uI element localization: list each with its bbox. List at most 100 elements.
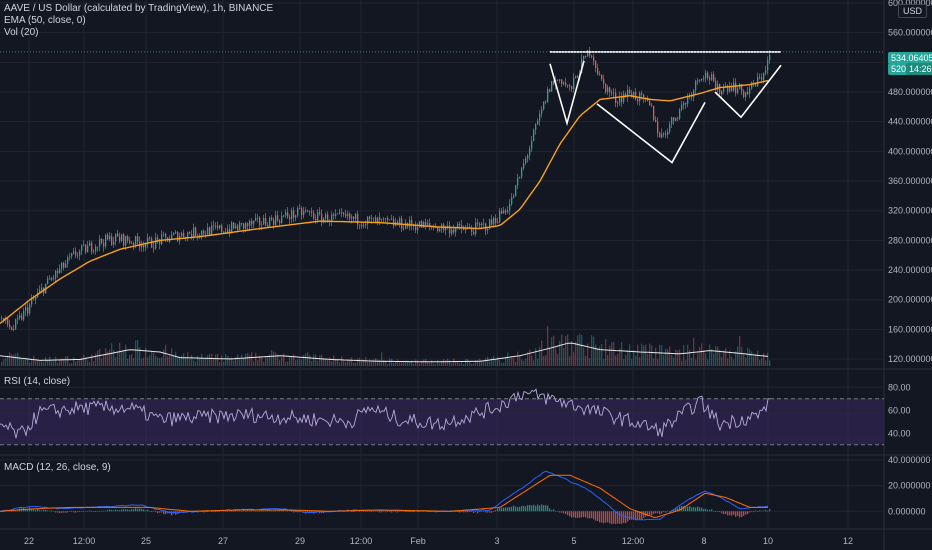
volume-bar [91,354,93,366]
y-tick-label: 280.000000 [888,235,932,245]
candle-body [715,80,717,91]
volume-bar [431,360,433,366]
candle-body [111,236,113,245]
macd-histogram-bar [123,509,125,512]
candle-body [257,217,259,219]
volume-bar [125,344,127,366]
volume-bar [547,325,549,366]
volume-bar [225,354,227,366]
pattern-head[interactable] [596,102,706,164]
macd-histogram-bar [659,511,661,515]
volume-bar [341,356,343,366]
candle-body [207,227,209,235]
volume-bar [649,343,651,366]
macd-histogram-bar [405,511,407,512]
candle-body [123,234,125,246]
candle-body [465,228,467,231]
candle-body [411,219,413,226]
x-tick-label: 22 [24,536,34,546]
volume-bar [325,358,327,366]
candle-body [277,215,279,221]
y-tick-label: 160.000000 [888,324,932,334]
macd-histogram-bar [483,511,485,512]
volume-bar [445,360,447,366]
macd-histogram-bar [739,511,741,518]
macd-histogram-bar [389,511,391,513]
volume-bar [137,339,139,366]
candle-body [727,85,729,92]
macd-histogram-bar [693,507,695,512]
macd-histogram-bar [281,509,283,512]
candle-body [429,223,431,226]
candle-body [355,213,357,219]
volume-bar [737,346,739,366]
volume-bar [513,357,515,366]
candle-body [147,237,149,244]
volume-bar [697,353,699,366]
volume-bar [595,344,597,366]
candle-body [99,238,101,247]
currency-button[interactable]: USD [898,4,928,18]
y-tick-label: 400.000000 [888,146,932,156]
volume-bar [643,345,645,366]
volume-bar [637,344,639,366]
macd-histogram-bar [255,511,257,512]
macd-histogram-bar [665,511,667,513]
volume-bar [463,364,465,366]
volume-bar [669,346,671,366]
candle-body [525,158,527,164]
volume-bar [215,354,217,366]
pattern-left-shoulder[interactable] [549,60,585,127]
volume-bar [65,356,67,366]
macd-histogram-bar [87,511,89,512]
volume-bar [553,335,555,366]
volume-bar [265,356,267,366]
macd-histogram-bar [263,510,265,512]
candle-body [341,212,343,214]
macd-histogram-bar [597,511,599,522]
candle-body [699,80,701,81]
volume-bar [719,349,721,366]
macd-histogram-bar [93,511,95,512]
candle-body [215,225,217,227]
macd-histogram-bar [589,511,591,519]
volume-bar [605,338,607,366]
volume-bar [43,361,45,366]
candle-body [245,223,247,229]
candle-body [131,242,133,244]
candle-body [609,87,611,93]
macd-histogram-bar [599,511,601,523]
macd-histogram-bar [401,511,403,512]
volume-bar [733,359,735,366]
candle-body [317,212,319,221]
volume-bar [537,358,539,366]
candle-body [567,85,569,86]
candle-body [271,217,273,220]
macd-histogram-bar [497,508,499,512]
candle-body [3,318,5,321]
candle-body [211,225,213,236]
candle-body [13,328,15,330]
candle-body [299,208,301,209]
volume-bar [179,356,181,366]
candle-body [91,242,93,252]
macd-histogram-bar [579,511,581,518]
candle-body [39,289,41,294]
volume-bar [597,348,599,366]
macd-histogram-bar [83,511,85,512]
macd-histogram-bar [43,509,45,512]
pattern-right-shoulder[interactable] [714,64,782,119]
volume-bar [523,360,525,366]
y-tick-label: 320.000000 [888,206,932,216]
volume-bar [613,341,615,366]
macd-histogram-bar [101,510,103,512]
volume-bar [203,358,205,366]
macd-histogram-bar [631,511,633,520]
volume-bar [581,334,583,366]
volume-bar [175,351,177,366]
volume-bar [639,357,641,366]
candle-body [327,214,329,223]
macd-histogram-bar [525,506,527,512]
candle-body [269,217,271,227]
